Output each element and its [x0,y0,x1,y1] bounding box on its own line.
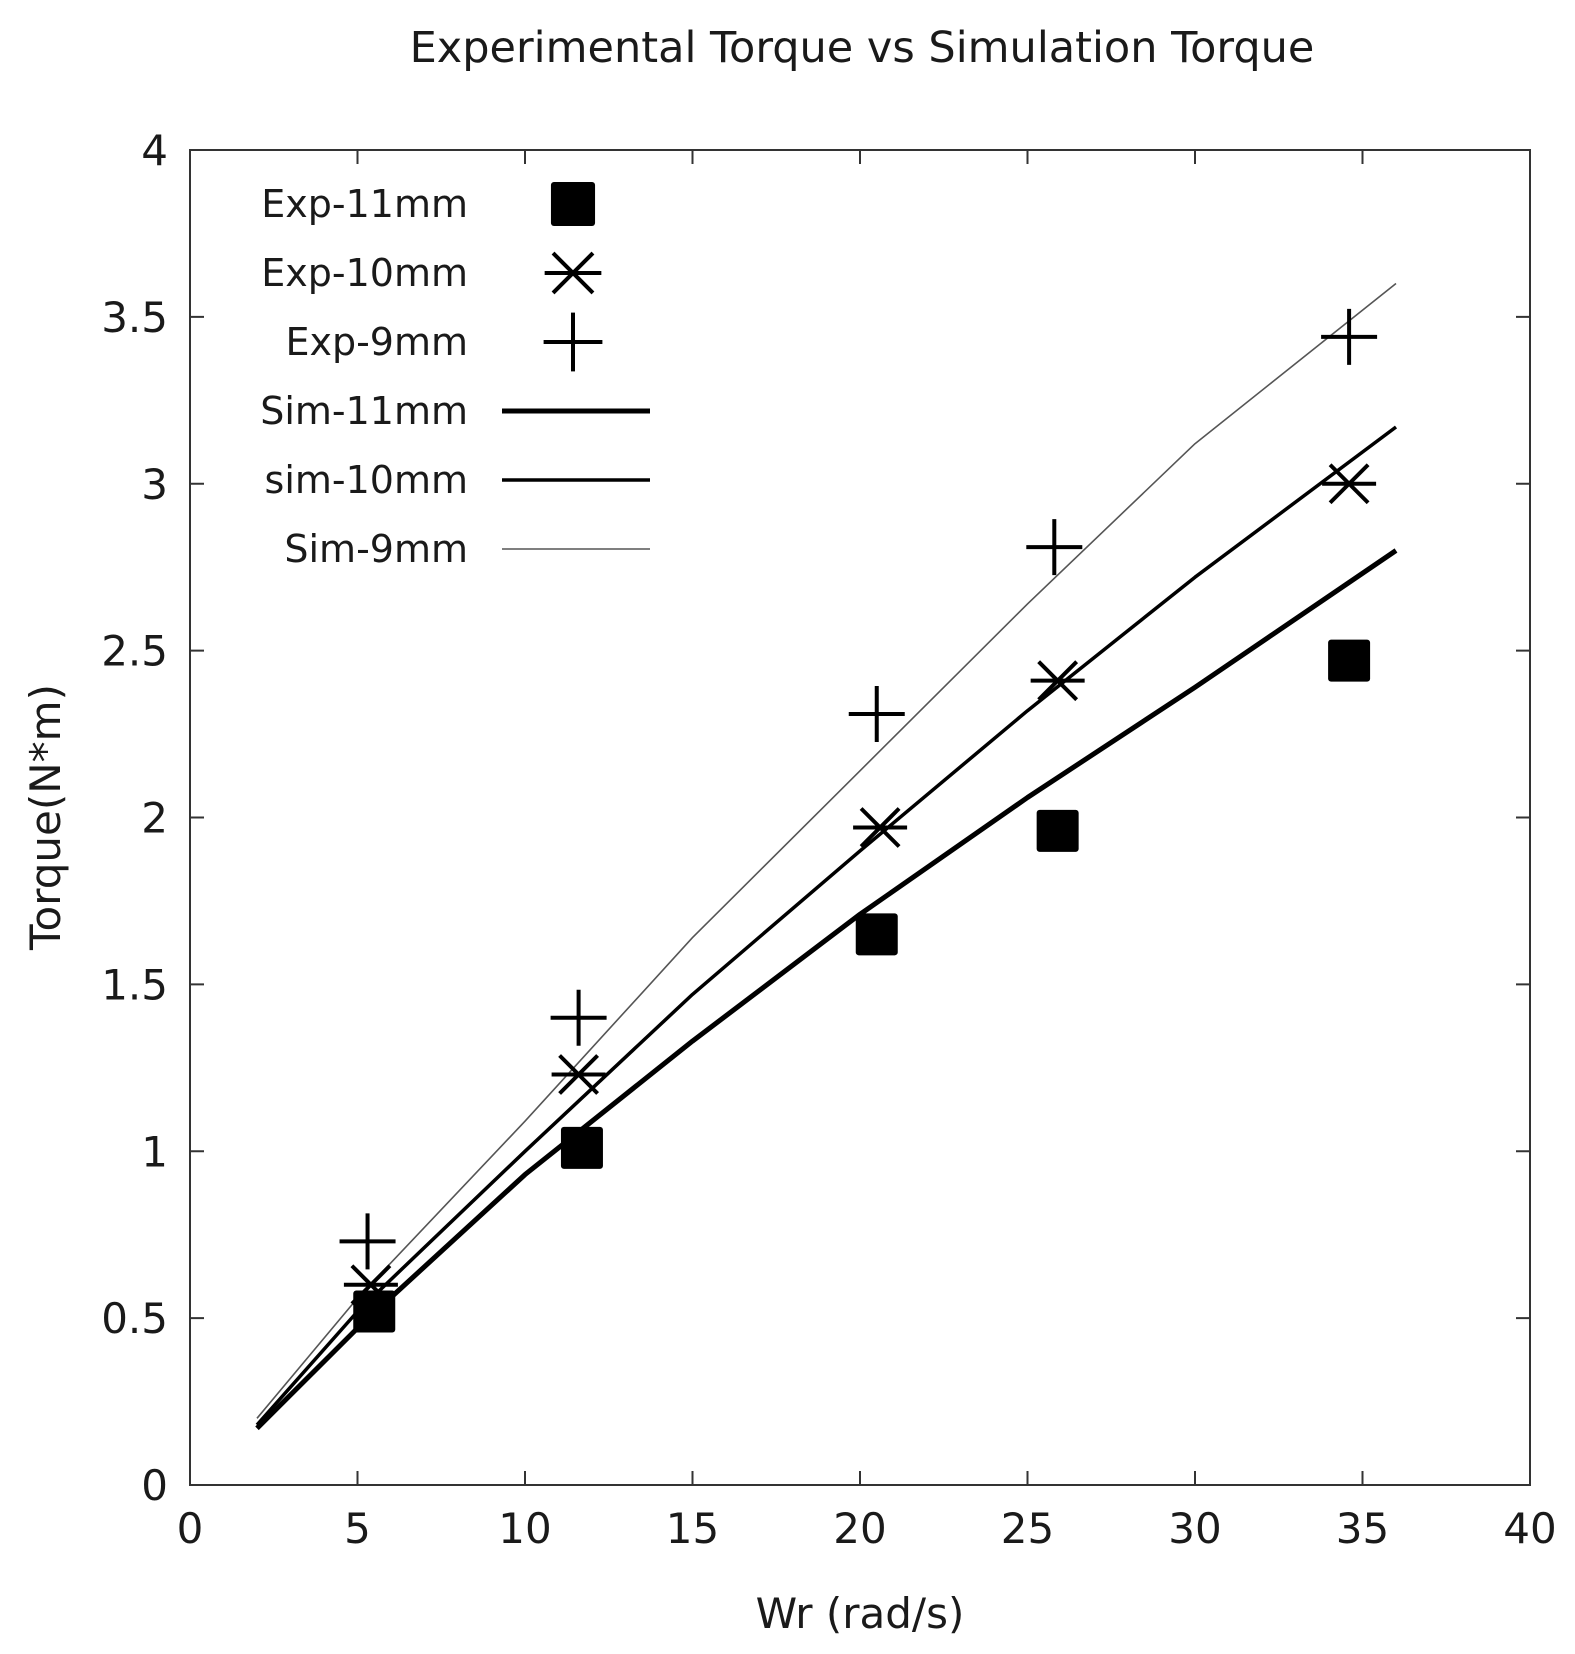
legend-label: Exp-9mm [285,320,468,364]
chart-title: Experimental Torque vs Simulation Torque [410,23,1315,73]
y-tick-label: 2.5 [101,627,168,676]
data-point-exp-11mm [1328,639,1371,682]
x-tick-label: 30 [1168,1504,1221,1553]
x-tick-label: 25 [1001,1504,1054,1553]
data-point-exp-9mm [339,1213,396,1270]
legend-label: Sim-9mm [284,527,468,571]
series-line-sim-9mm [256,282,1397,1419]
y-tick-label: 4 [141,126,168,175]
data-point-exp-9mm [1026,519,1083,576]
data-point-exp-11mm [560,1126,603,1169]
markers-layer [339,308,1378,1333]
data-point-exp-10mm [343,1264,398,1306]
data-point-exp-10mm [551,1054,606,1095]
data-point-exp-10mm [853,807,908,848]
data-point-exp-10mm [1322,463,1377,505]
data-point-exp-9mm [848,686,905,743]
x-tick-label: 40 [1503,1504,1556,1553]
y-tick-label: 1.5 [101,960,168,1009]
x-tick-label: 20 [833,1504,886,1553]
data-point-exp-9mm [550,989,607,1046]
y-tick-label: 3.5 [101,293,168,342]
y-axis-title: Torque(N*m) [21,684,70,951]
y-tick-label: 3 [141,460,168,509]
legend-label: Sim-11mm [260,389,468,433]
data-point-exp-11mm [855,913,898,956]
legend-symbol-exp-11mm [550,181,596,227]
x-tick-label: 35 [1336,1504,1389,1553]
legend: Exp-11mm Exp-10mm Exp-9mm Sim-11mm sim-10mm S… [260,181,650,571]
x-axis-title: Wr (rad/s) [756,1589,965,1638]
series-line-sim-11mm [255,548,1398,1431]
y-tick-label: 0.5 [101,1294,168,1343]
y-tick-label: 2 [141,794,168,843]
ticks-layer: 0 5 10 15 20 25 30 35 40 0 0.5 1 1.5 2 2.5 3 3.5 4 [101,126,1557,1553]
x-tick-label: 0 [177,1504,204,1553]
legend-label: sim-10mm [265,458,468,502]
lines-layer [255,282,1398,1431]
x-tick-label: 15 [666,1504,719,1553]
series-line-sim-10mm [255,425,1398,1427]
legend-symbol-exp-10mm [544,251,602,295]
data-point-exp-11mm [1036,809,1079,852]
data-point-exp-9mm [1321,308,1378,365]
legend-label: Exp-10mm [261,251,468,295]
y-tick-label: 1 [141,1127,168,1176]
data-point-exp-10mm [1030,660,1085,702]
x-tick-label: 5 [344,1504,371,1553]
legend-symbol-exp-9mm [543,312,603,372]
y-tick-label: 0 [141,1461,168,1510]
x-tick-label: 10 [498,1504,551,1553]
legend-label: Exp-11mm [261,182,468,226]
